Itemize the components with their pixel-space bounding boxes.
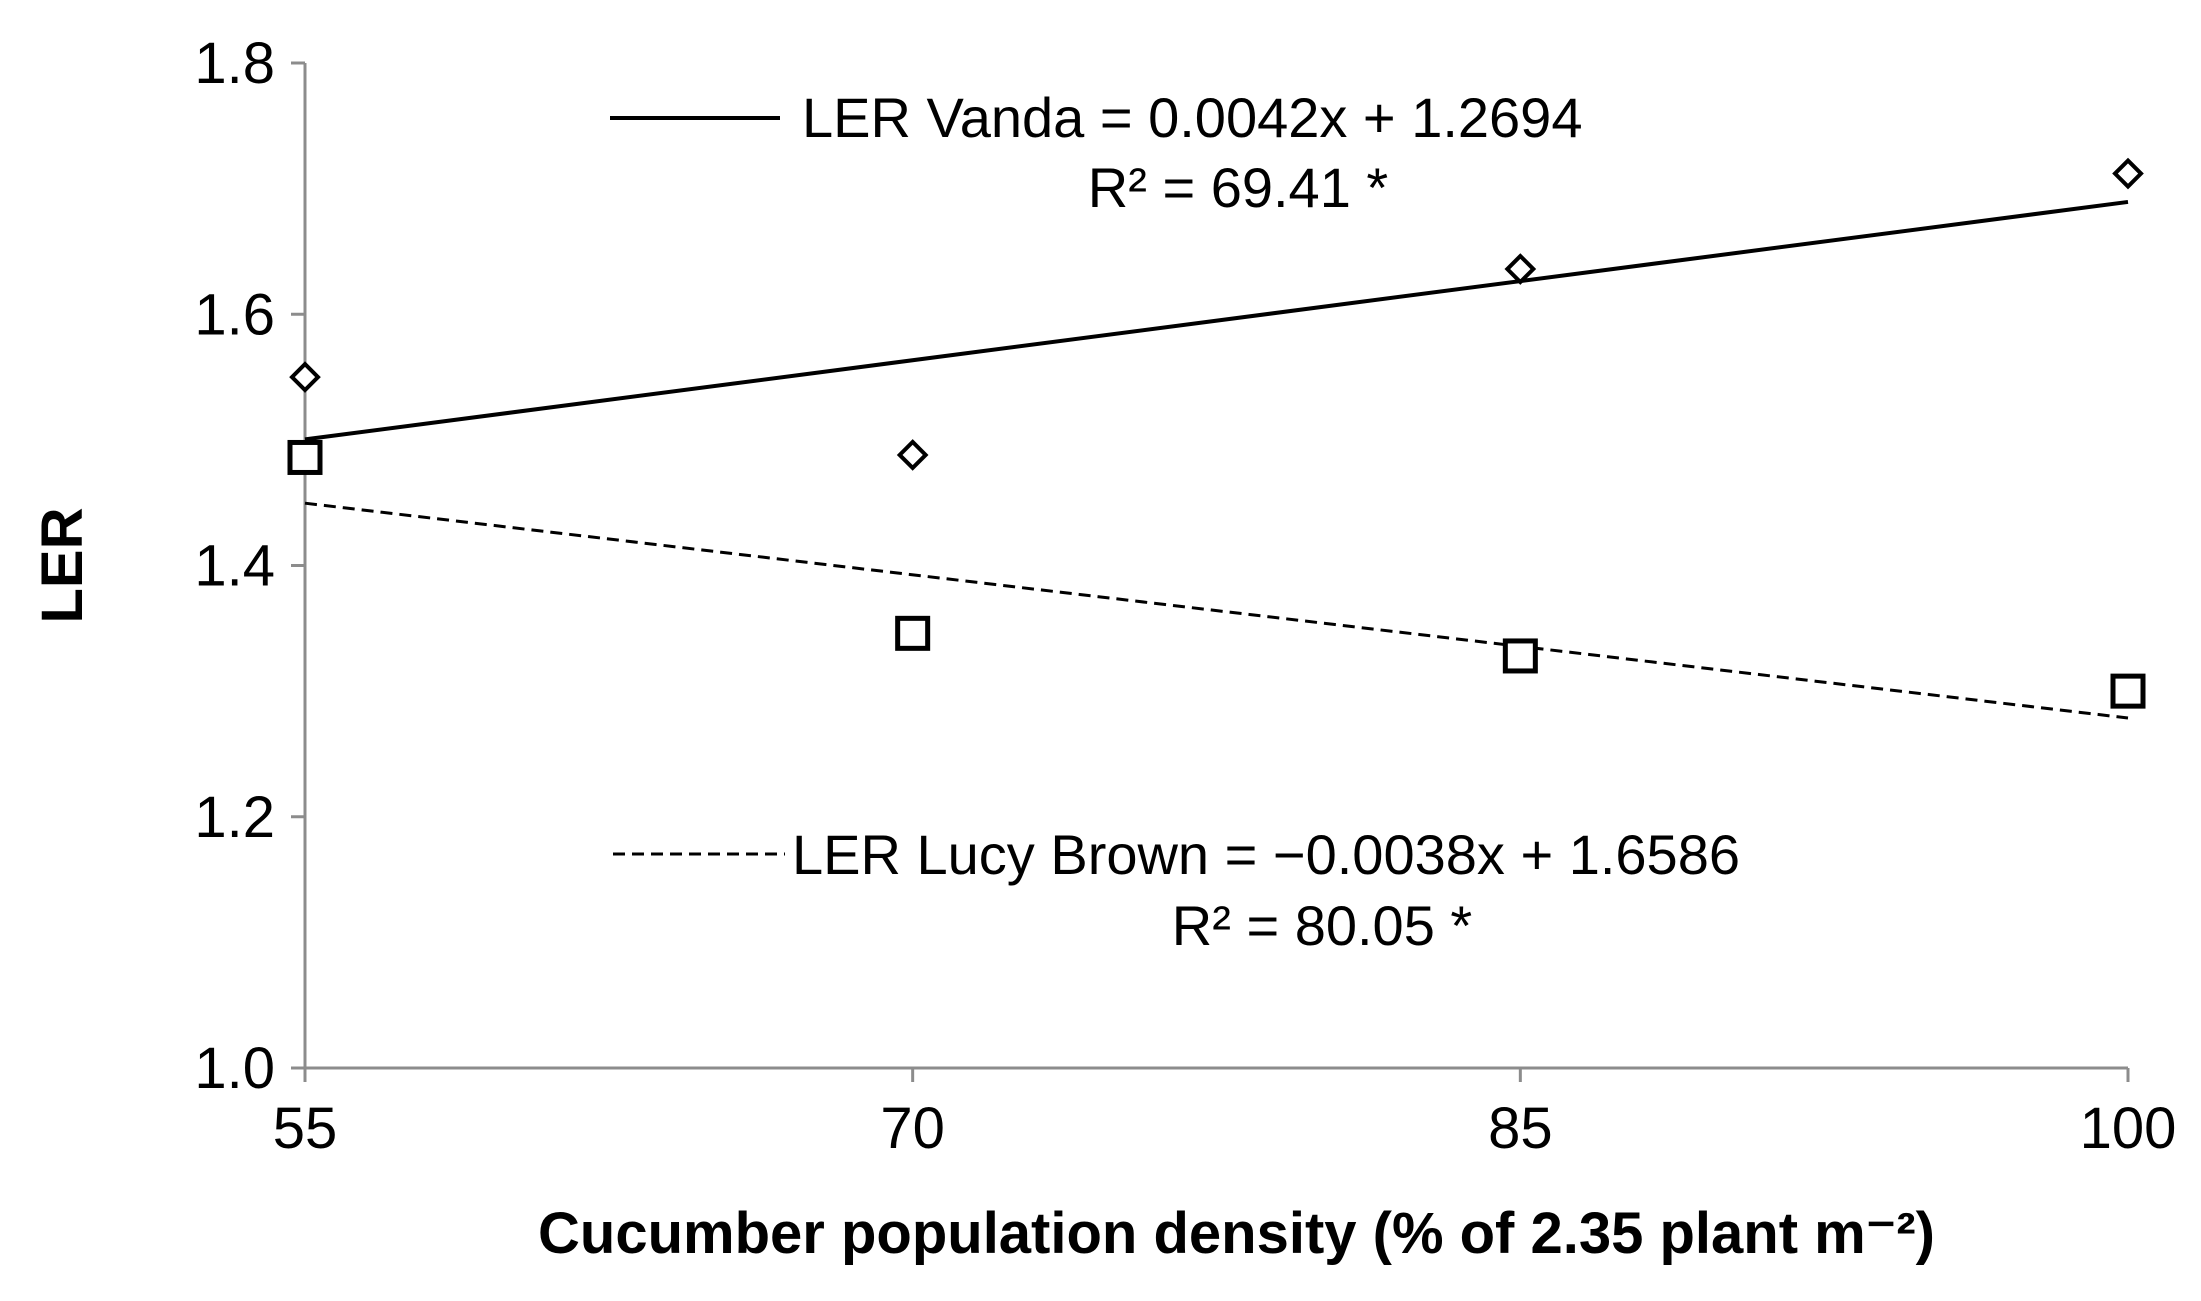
x-tick-label: 85	[1488, 1096, 1553, 1161]
r2-vanda: R² = 69.41 *	[1088, 156, 1388, 219]
data-markers	[287, 157, 2146, 709]
x-tick-label: 100	[2080, 1096, 2177, 1161]
trendlines	[304, 199, 2129, 720]
y-tick-label: 1.0	[194, 1036, 275, 1101]
equation-lucy-brown: LER Lucy Brown = −0.0038x + 1.6586	[792, 823, 1740, 886]
y-tick-label: 1.6	[194, 282, 275, 347]
point-lucy-brown	[2110, 673, 2146, 709]
ticks: 1.0 1.2 1.4 1.6 1.8 55 70 85 100	[194, 31, 2176, 1161]
x-axis-label: Cucumber population density (% of 2.35 p…	[538, 1201, 1935, 1266]
equation-vanda: LER Vanda = 0.0042x + 1.2694	[802, 86, 1582, 149]
x-tick-label: 70	[880, 1096, 945, 1161]
trendline-lucy-brown	[304, 501, 2129, 720]
x-tick-label: 55	[273, 1096, 338, 1161]
point-vanda	[2112, 157, 2144, 190]
y-tick-label: 1.8	[194, 31, 275, 96]
y-axis-label: LER	[30, 508, 95, 624]
point-vanda	[289, 361, 321, 393]
point-vanda	[1504, 253, 1537, 285]
y-tick-label: 1.2	[194, 785, 275, 850]
equations: LER Vanda = 0.0042x + 1.2694 R² = 69.41 …	[610, 86, 1740, 957]
point-vanda	[896, 439, 929, 471]
point-lucy-brown	[287, 439, 323, 475]
trendline-vanda	[304, 199, 2129, 442]
y-tick-label: 1.4	[194, 534, 275, 599]
point-lucy-brown	[1502, 638, 1538, 674]
r2-lucy-brown: R² = 80.05 *	[1172, 894, 1472, 957]
point-lucy-brown	[895, 615, 931, 651]
